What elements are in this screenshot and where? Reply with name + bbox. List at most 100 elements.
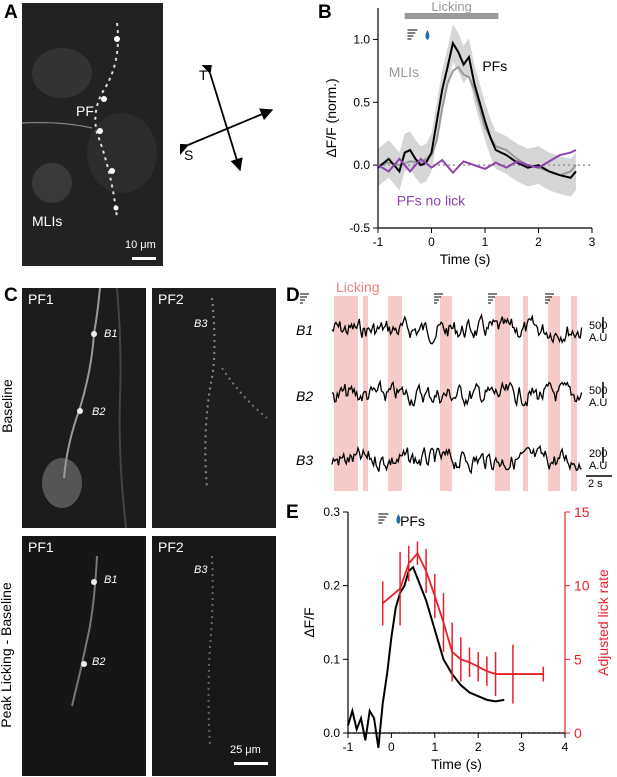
y-tick-label: 0.0 — [323, 726, 340, 740]
mlis-label: MLIs — [32, 213, 63, 229]
orientation-axes — [180, 65, 274, 172]
x-tick-label: -1 — [373, 235, 384, 249]
y-axis-label: ΔF/F (norm.) — [323, 78, 339, 157]
licking-bar — [404, 13, 499, 19]
y-tick-label: 0.5 — [353, 95, 370, 109]
x-axis-label: Time (s) — [431, 756, 482, 772]
scale-b2: 500 A.U — [589, 385, 607, 409]
pf1-baseline-trace — [22, 288, 146, 528]
scale-b1-value: 500 — [589, 320, 608, 332]
chart-e: 0.0 0.1 0.2 0.3 0 5 10 15 -1 0 1 2 3 4 Time (s) ΔF/F Adj… — [301, 504, 611, 772]
water-drop-icon — [425, 30, 430, 40]
x-tick-label: 3 — [518, 740, 525, 754]
pf1-baseline-image: PF1 B1 B2 — [22, 288, 146, 528]
y-tick-label: 0.3 — [323, 505, 340, 519]
b3-label-baseline: B3 — [194, 318, 208, 330]
pf1-peak-image: PF1 B1 B2 — [22, 536, 146, 776]
legend-pfs: PFs — [482, 58, 507, 74]
pf2-baseline-trace — [152, 288, 276, 528]
panel-label-a: A — [4, 2, 18, 23]
row-label-baseline: Baseline — [0, 379, 15, 433]
trace-b2 — [331, 379, 583, 408]
water-drop-icon — [396, 514, 401, 524]
legend-mlis: MLIs — [389, 64, 419, 80]
scale-b3-value: 200 — [589, 448, 608, 460]
y-tick-label: 0.2 — [323, 579, 340, 593]
axis-s-label: S — [184, 147, 194, 163]
chart-title: PFs — [400, 513, 425, 529]
x-tick-label: -1 — [343, 740, 354, 754]
lick-rate-line — [382, 551, 544, 675]
x-tick-label: 3 — [589, 235, 596, 249]
x-tick-label: 2 — [535, 235, 542, 249]
scale-b2-unit: A.U — [589, 397, 608, 409]
y2-tick-label: 15 — [574, 504, 590, 520]
y-axis-label: ΔF/F — [301, 607, 317, 637]
row-label-b1: B1 — [296, 322, 314, 338]
b1-label-peak: B1 — [104, 574, 118, 586]
scale-b3: 200 A.U — [589, 448, 607, 472]
b1-label-baseline: B1 — [104, 328, 118, 340]
scale-b2-value: 500 — [589, 385, 608, 397]
licking-band — [495, 296, 510, 491]
pf1-label-baseline: PF1 — [28, 291, 54, 307]
row-label-b2: B2 — [296, 388, 314, 404]
y-tick-label: -0.5 — [349, 221, 370, 235]
axis-t-label: T — [199, 67, 208, 83]
y-tick-label: 0.1 — [323, 652, 340, 666]
b2-label-peak: B2 — [92, 656, 106, 668]
pf1-peak-trace — [22, 536, 146, 776]
panel-label-d: D — [286, 285, 300, 306]
pf2-label-baseline: PF2 — [158, 291, 184, 307]
x-tick-label: 0 — [388, 740, 395, 754]
pfs-sem-band — [378, 24, 576, 197]
panel-label-e: E — [286, 502, 299, 523]
y-tick-label: 0.0 — [353, 158, 370, 172]
scale-bar — [132, 257, 156, 260]
b3-label-peak: B3 — [194, 564, 208, 576]
panel-label-c: C — [4, 285, 18, 306]
scale-b1: 500 A.U — [589, 320, 607, 344]
x-tick-label: 1 — [431, 740, 438, 754]
y2-tick-label: 10 — [574, 578, 590, 594]
row-label-peak: Peak Licking - Baseline — [0, 582, 14, 728]
scale-b1-unit: A.U — [589, 332, 608, 344]
pf-label: PF — [76, 103, 94, 119]
licking-band — [440, 296, 452, 491]
licking-bar-label: Licking — [431, 0, 471, 14]
panel-d-traces — [300, 293, 612, 491]
panel-a-image: PF MLIs 10 μm — [22, 3, 163, 266]
pf2-peak-image: PF2 B3 25 μm — [152, 536, 276, 776]
trace-b3 — [331, 444, 582, 475]
series-line-pfs-no-lick — [377, 149, 577, 175]
pf2-peak-trace — [152, 536, 276, 776]
pf1-label-peak: PF1 — [28, 539, 54, 555]
y2-tick-label: 0 — [574, 725, 582, 741]
y2-tick-label: 5 — [574, 651, 582, 667]
scale-bar-c-label: 25 μm — [230, 744, 261, 756]
y-tick-label: 1.0 — [353, 32, 370, 46]
scale-bar-label: 10 μm — [125, 239, 156, 251]
legend-pfs-no-lick: PFs no lick — [397, 192, 466, 208]
b2-label-baseline: B2 — [92, 406, 106, 418]
chart-b: Licking -0.5 0.0 0.5 1.0 -1 0 1 2 3 Time (s) ΔF/F (… — [323, 0, 596, 267]
x-tick-label: 4 — [562, 740, 569, 754]
x-tick-label: 1 — [482, 235, 489, 249]
scale-bar-c — [234, 762, 268, 765]
licking-band — [523, 296, 528, 491]
time-scale-label: 2 s — [588, 478, 603, 490]
y2-axis-label: Adjusted lick rate — [595, 569, 611, 676]
licking-label-d: Licking — [336, 279, 380, 295]
dff-line — [347, 565, 505, 748]
trace-b1 — [331, 313, 583, 345]
pf-fiber-trace — [22, 3, 163, 266]
panel-label-b: B — [318, 2, 332, 23]
x-tick-label: 2 — [475, 740, 482, 754]
x-tick-label: 0 — [428, 235, 435, 249]
pf2-label-peak: PF2 — [158, 539, 184, 555]
pf2-baseline-image: PF2 B3 — [152, 288, 276, 528]
licking-band — [571, 296, 577, 491]
x-axis-label: Time (s) — [440, 251, 491, 267]
scale-b3-unit: A.U — [589, 460, 608, 472]
row-label-b3: B3 — [296, 452, 314, 468]
